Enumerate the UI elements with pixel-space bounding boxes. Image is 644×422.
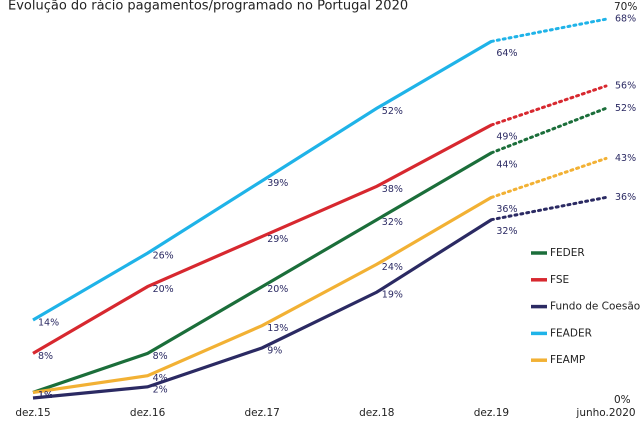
data-label: 24% — [382, 262, 403, 273]
data-label: 4% — [153, 373, 168, 384]
chart-title: Evolução do rácio pagamentos/programado … — [8, 0, 408, 14]
projection-line — [489, 195, 608, 222]
data-label: 32% — [382, 217, 403, 228]
x-tick-label: junho.2020 — [575, 407, 635, 419]
data-label: 49% — [496, 132, 517, 143]
x-tick-label: dez.18 — [359, 407, 394, 419]
data-label: 29% — [267, 234, 288, 245]
line — [32, 123, 493, 355]
x-tick-label: dez.19 — [474, 407, 509, 419]
projection-line — [489, 84, 608, 127]
line — [32, 40, 493, 322]
legend-label: FEAMP — [550, 354, 585, 366]
x-tick-label: dez.17 — [245, 407, 280, 419]
data-label: 8% — [38, 351, 53, 362]
line — [32, 196, 493, 395]
data-label: 20% — [153, 284, 174, 295]
data-label: 68% — [615, 14, 636, 25]
data-label: 52% — [615, 103, 636, 114]
data-label: 14% — [38, 318, 59, 329]
data-label: 44% — [496, 159, 517, 170]
legend-label: Fundo de Coesão — [550, 301, 640, 313]
data-label: 19% — [382, 290, 403, 301]
data-label: 36% — [496, 204, 517, 215]
data-label: 26% — [153, 251, 174, 262]
data-label: 52% — [382, 106, 403, 117]
x-tick-label: dez.16 — [130, 407, 166, 419]
projection-line — [489, 156, 608, 199]
data-label: 9% — [267, 345, 282, 356]
data-label: 20% — [267, 284, 288, 295]
legend-label: FSE — [550, 274, 569, 286]
x-tick-label: dez.15 — [15, 407, 50, 419]
data-label: 56% — [615, 81, 636, 92]
legend-label: FEDER — [550, 247, 585, 259]
data-label: 1% — [38, 390, 53, 401]
data-label: 43% — [615, 153, 636, 164]
data-label: 36% — [615, 192, 636, 203]
data-label: 2% — [153, 384, 168, 395]
line — [32, 218, 493, 400]
data-label: 8% — [153, 351, 168, 362]
y-tick-label: 0% — [614, 394, 631, 406]
data-label: 64% — [496, 48, 517, 59]
projection-line — [489, 106, 608, 155]
legend-label: FEADER — [550, 327, 592, 339]
data-label: 13% — [267, 323, 288, 334]
projection-line — [489, 17, 608, 43]
line — [32, 151, 493, 394]
data-label: 32% — [496, 226, 517, 237]
data-label: 38% — [382, 184, 403, 195]
y-tick-label: 70% — [614, 1, 637, 13]
data-label: 39% — [267, 178, 288, 189]
